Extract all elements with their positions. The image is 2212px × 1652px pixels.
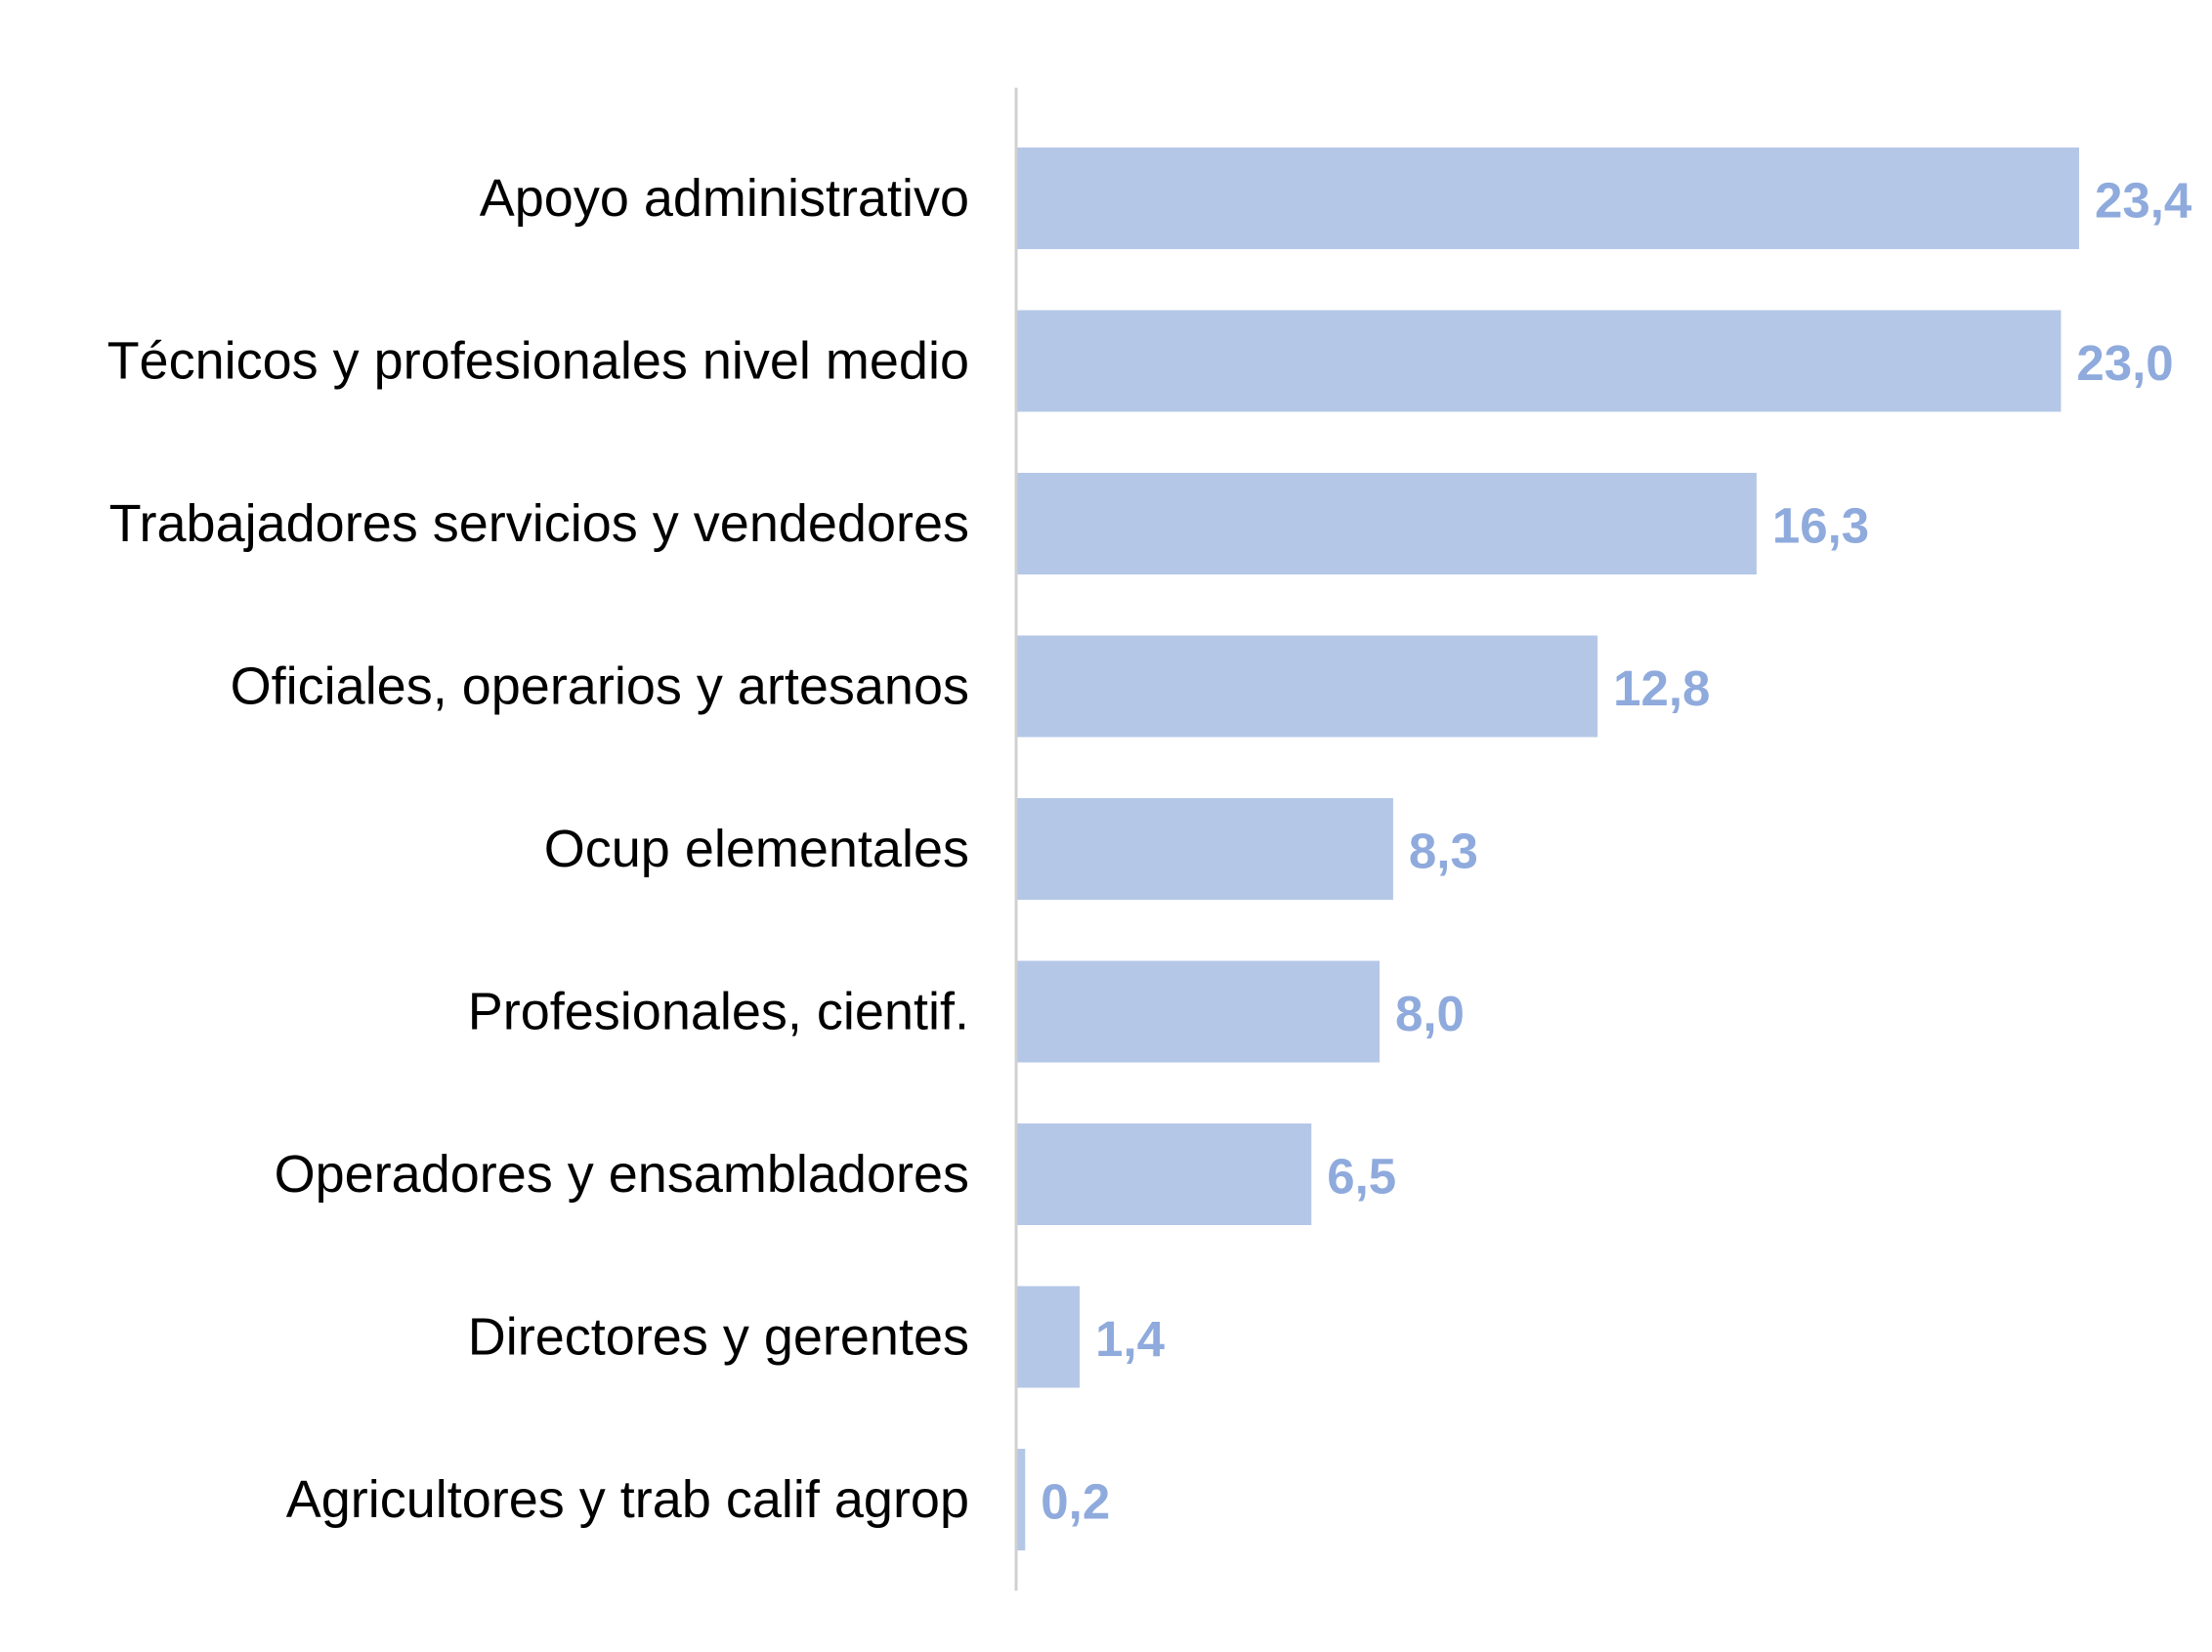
value-label: 6,5: [1327, 1149, 1396, 1205]
category-label: Directores y gerentes: [468, 1308, 969, 1367]
value-label: 8,3: [1409, 824, 1478, 879]
bar: [1016, 1286, 1081, 1388]
bar: [1016, 635, 1598, 738]
value-label: 12,8: [1613, 660, 1710, 716]
category-label: Ocup elementales: [544, 820, 969, 878]
value-label: 23,0: [2076, 335, 2173, 391]
bar: [1016, 1123, 1312, 1225]
bars-layer: Apoyo administrativo 23,4 Técnicos y profe…: [107, 148, 2192, 1550]
value-label: 8,0: [1395, 986, 1465, 1041]
bar: [1016, 310, 2062, 412]
bar: [1016, 1449, 1026, 1550]
value-label: 16,3: [1772, 498, 1869, 554]
bar: [1016, 473, 1757, 574]
value-label: 0,2: [1041, 1474, 1110, 1530]
category-label: Profesionales, cientif.: [468, 983, 969, 1041]
value-label: 1,4: [1095, 1311, 1166, 1367]
bar: [1016, 960, 1380, 1063]
bar: [1016, 148, 2079, 249]
category-label: Agricultores y trab calif agrop: [286, 1470, 969, 1529]
category-label: Técnicos y profesionales nivel medio: [107, 332, 969, 391]
category-label: Apoyo administrativo: [480, 169, 969, 228]
value-label: 23,4: [2095, 173, 2192, 229]
category-label: Trabajadores servicios y vendedores: [109, 494, 969, 553]
category-label: Operadores y ensambladores: [275, 1145, 969, 1204]
category-label: Oficiales, operarios y artesanos: [231, 657, 969, 716]
bar: [1016, 798, 1393, 900]
